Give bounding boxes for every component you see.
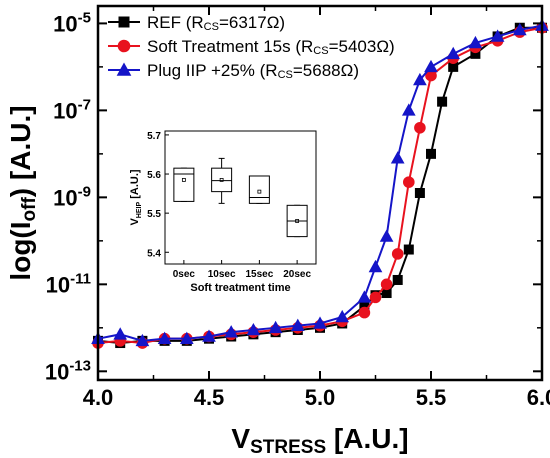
data-point [413,72,427,86]
x-tick-label: 4.0 [83,385,114,410]
box-mean-marker [181,177,186,182]
x-tick-label: 5.5 [416,385,447,410]
inset-x-tick-label: 15sec [245,269,273,280]
box-mean-marker [219,177,224,182]
y-tick-label: 10-7 [53,96,91,123]
data-point [490,29,505,42]
data-point [358,306,371,319]
y-tick-label: 10-11 [46,270,91,297]
data-point [414,188,425,198]
data-point [468,35,483,49]
data-point [369,291,382,304]
inset-x-axis-title: Soft treatment time [190,282,290,294]
inset-y-tick-label: 5.5 [147,209,161,220]
inset-x-tick-label: 10sec [208,269,236,280]
x-axis-title: VSTRESS [A.U.] [231,423,408,458]
y-axis-title: log(Ioff) [A.U.] [5,105,40,280]
data-point [313,316,327,329]
inset-y-tick-label: 5.4 [147,248,161,259]
box-body [248,175,270,204]
data-point [135,333,150,347]
data-point [446,46,461,60]
legend-entry: Plug IIP +25% (RCS=5688Ω) [147,61,359,81]
data-point [426,148,436,159]
data-point [202,329,216,342]
data-point [368,259,383,273]
inset-box-3 [248,175,270,204]
legend-marker [118,16,130,28]
legend-marker [117,39,131,53]
data-point [357,290,372,303]
data-point [335,309,350,323]
data-point [392,274,403,285]
x-tick-label: 5.0 [305,385,336,410]
data-point [380,278,393,291]
box-body [173,167,195,202]
data-point [401,103,416,116]
inset-box-4 [286,204,308,238]
data-point [157,331,172,344]
x-tick-label: 4.5 [194,385,225,410]
y-tick-label: 10-13 [45,357,91,384]
data-point [512,22,527,36]
legend-entry: Soft Treatment 15s (RCS=5403Ω) [147,37,395,57]
data-point [379,229,394,242]
inset-y-tick-label: 5.6 [147,170,161,181]
box-mean-marker [257,189,262,194]
data-point [268,320,283,334]
inset-x-tick-label: 0sec [173,269,196,280]
data-point [403,244,414,255]
inset-y-tick-label: 5.7 [147,131,161,142]
legend-marker [116,62,132,76]
data-point [179,331,194,344]
data-point [390,151,405,164]
data-point [414,121,426,134]
data-point [391,248,404,260]
inset-boxplot: 5.4 5.5 5.6 5.7 0sec 10sec 15sec 20sec Soft trea… [129,130,317,294]
data-point [403,176,415,188]
x-tick-label: 6.0 [527,385,550,410]
series-3 [91,18,549,347]
y-tick-label: 10-5 [53,9,91,36]
box-body [211,167,233,193]
inset-y-axis-title: VHEIP [A.U.] [129,169,143,225]
legend: REF (RCS=6317Ω) Soft Treatment 15s (RCS=5… [108,13,395,81]
data-point [224,325,239,338]
box-mean-marker [295,219,300,223]
data-point [424,59,438,73]
data-point [246,322,261,336]
data-point [437,96,448,107]
legend-entry: REF (RCS=6317Ω) [147,13,285,33]
inset-box-2 [211,157,233,204]
inset-box-1 [173,167,195,202]
y-tick-label: 10-9 [53,183,91,210]
inset-x-tick-label: 20sec [283,269,311,280]
data-point [113,327,128,340]
data-point [290,318,305,331]
